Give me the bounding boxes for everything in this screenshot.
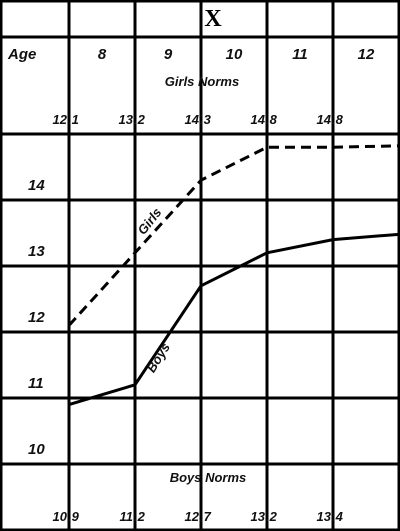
y-tick-labels: 10 11 12 13 14 bbox=[28, 177, 45, 458]
norm-value: 11.2 bbox=[120, 509, 146, 524]
norm-value: 14.3 bbox=[185, 112, 212, 127]
x-tick-label: 10 bbox=[226, 46, 243, 63]
girls-line bbox=[67, 144, 400, 327]
norm-value: 12.7 bbox=[185, 509, 212, 524]
y-tick-label: 12 bbox=[28, 309, 45, 326]
girls-series-label: Girls bbox=[134, 205, 164, 238]
norm-value: 14.8 bbox=[317, 112, 344, 127]
norm-value: 13.4 bbox=[317, 509, 344, 524]
x-axis-label: Age bbox=[7, 46, 36, 63]
norm-value: 14.8 bbox=[251, 112, 278, 127]
x-tick-label: 8 bbox=[98, 46, 107, 63]
norm-value: 13.2 bbox=[251, 509, 278, 524]
bottom-norm-values: 10.9 11.2 12.7 13.2 13.4 bbox=[53, 509, 344, 524]
x-tick-label: 11 bbox=[292, 46, 308, 63]
top-norms-title: Girls Norms bbox=[165, 74, 239, 89]
x-tick-label: 9 bbox=[164, 46, 173, 63]
boys-series-label: Boys bbox=[143, 340, 173, 375]
y-tick-label: 10 bbox=[28, 441, 45, 458]
y-tick-label: 11 bbox=[28, 375, 44, 392]
bottom-norms-title: Boys Norms bbox=[170, 470, 247, 485]
chart-title: X bbox=[204, 6, 222, 32]
x-tick-label: 12 bbox=[358, 46, 375, 63]
y-tick-label: 14 bbox=[28, 177, 45, 194]
norm-value: 12.1 bbox=[53, 112, 79, 127]
norm-value: 13.2 bbox=[119, 112, 146, 127]
y-tick-label: 13 bbox=[28, 243, 45, 260]
x-tick-labels: 8 9 10 11 12 bbox=[98, 46, 375, 63]
norm-value: 10.9 bbox=[53, 509, 80, 524]
series-lines bbox=[67, 144, 400, 407]
top-norm-values: 12.1 13.2 14.3 14.8 14.8 bbox=[53, 112, 344, 127]
boys-line bbox=[68, 232, 400, 407]
